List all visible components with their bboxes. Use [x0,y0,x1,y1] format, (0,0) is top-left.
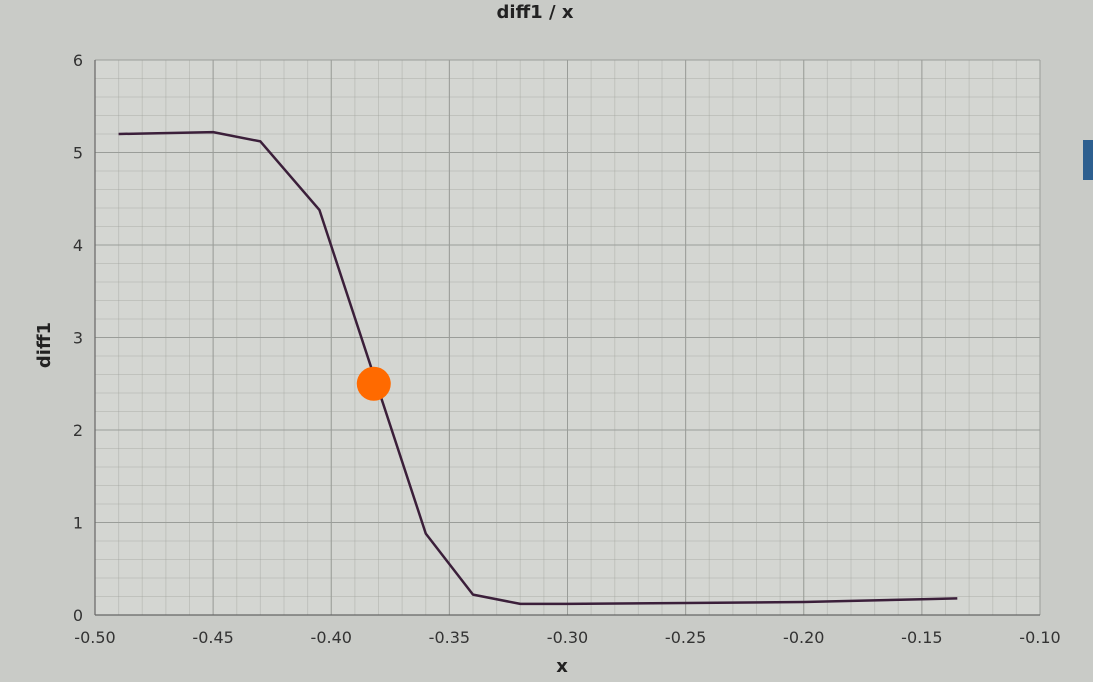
series-line [118,130,958,606]
chart-title: diff1 / x [497,2,574,23]
y-axis-label: diff1 [34,322,55,368]
window-edge-accent [1083,140,1093,180]
y-tick-label: 6 [73,51,83,70]
x-tick-label: -0.25 [665,628,706,647]
x-tick-label: -0.45 [192,628,233,647]
axes [94,60,1040,616]
y-tick-label: 3 [73,329,83,348]
x-tick-label: -0.50 [74,628,115,647]
x-tick-label: -0.10 [1019,628,1060,647]
grid [94,59,1041,616]
y-tick-label: 2 [73,421,83,440]
x-tick-labels: -0.50 -0.45 -0.40 -0.35 -0.30 -0.25 -0.20 -0.15… [74,628,1060,647]
x-tick-label: -0.15 [901,628,942,647]
y-tick-label: 4 [73,236,83,255]
y-tick-labels: 0 1 2 3 4 5 6 [73,51,83,625]
series-layer [118,130,958,606]
highlight-marker [356,366,391,401]
x-tick-label: -0.20 [783,628,824,647]
x-axis-label: x [556,656,568,677]
y-tick-label: 0 [73,606,83,625]
x-tick-label: -0.40 [311,628,352,647]
y-tick-label: 5 [73,144,83,163]
x-tick-label: -0.35 [429,628,470,647]
x-tick-label: -0.30 [547,628,588,647]
y-tick-label: 1 [73,514,83,533]
